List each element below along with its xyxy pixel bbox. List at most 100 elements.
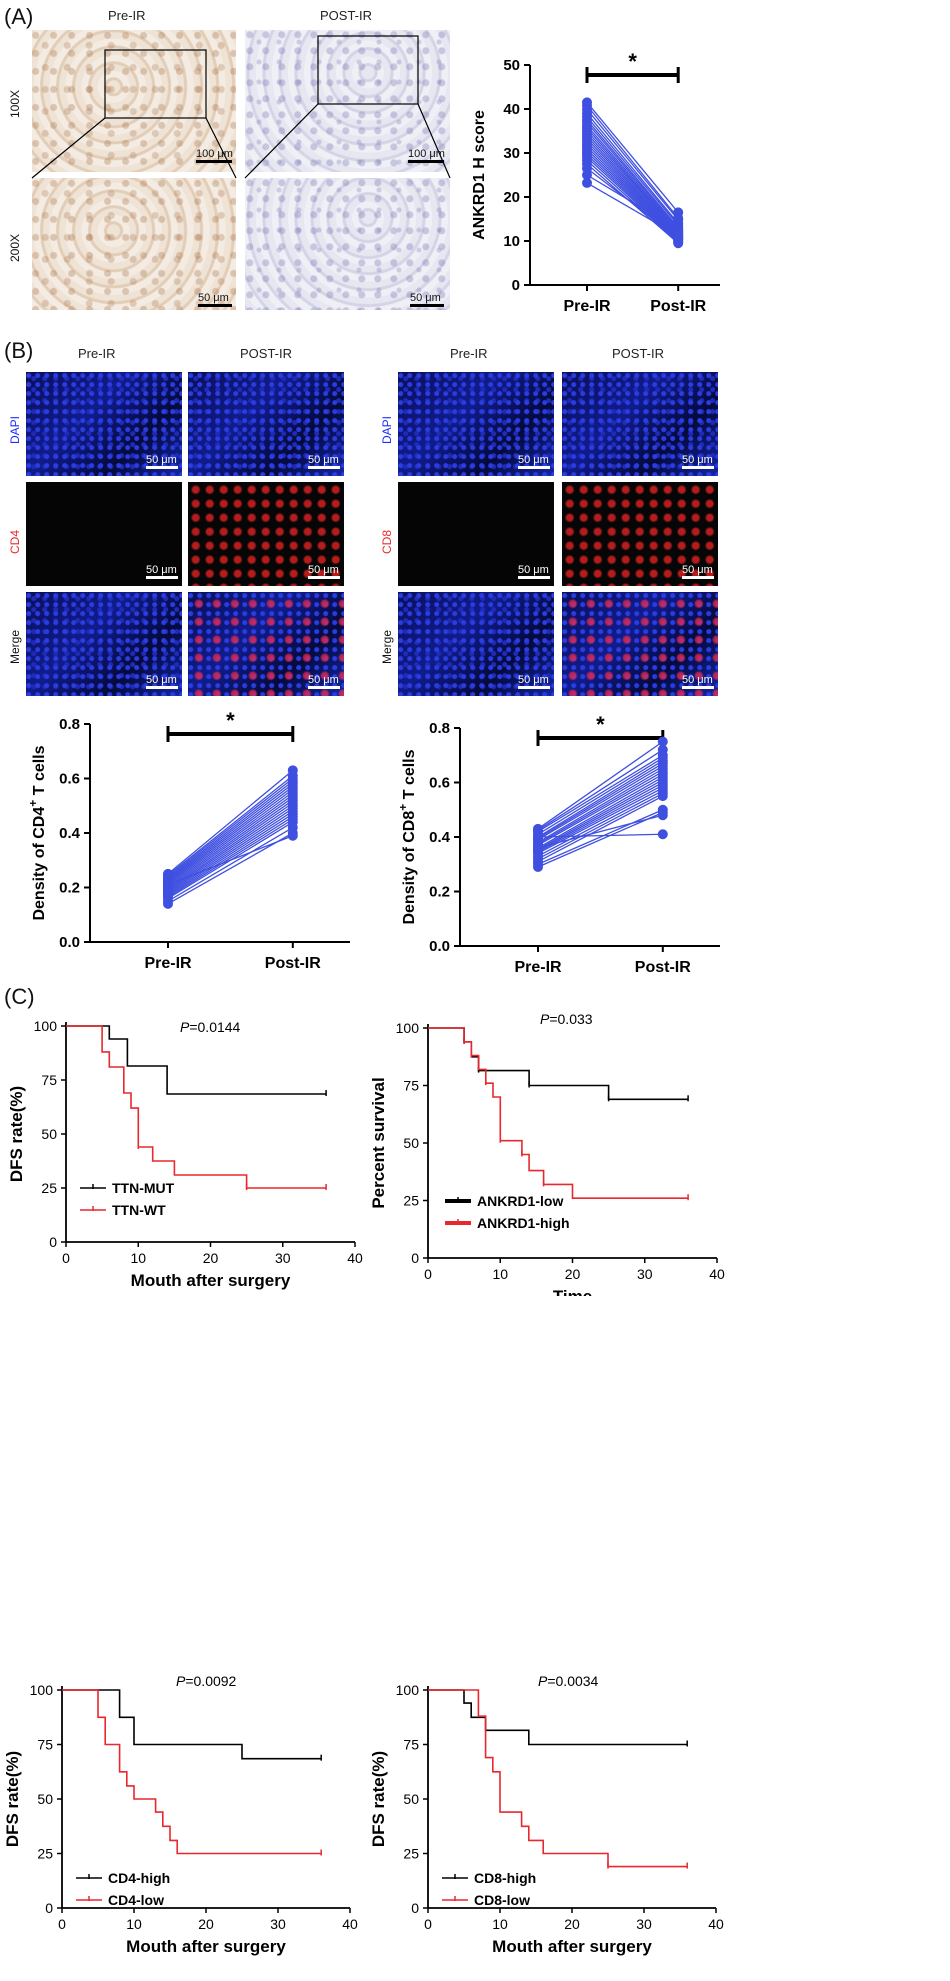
pre-point bbox=[533, 832, 543, 842]
pair-line bbox=[537, 784, 664, 853]
fl-cd4-post-cd4 bbox=[188, 482, 344, 586]
y-tick-label: 40 bbox=[503, 101, 520, 118]
legend-label: CD4-high bbox=[108, 1870, 170, 1886]
fl-scale: 50 μm bbox=[308, 454, 340, 469]
y-axis-label: ANKRD1 H score bbox=[471, 110, 488, 240]
km-curve-ttn-wt bbox=[66, 1025, 327, 1189]
cd8-density-chart: 0.0 0.2 0.4 0.6 0.8 Pre-IR Post-IR * Density of … bbox=[400, 712, 720, 976]
y-axis-label: Density of CD8+ T cells bbox=[400, 749, 418, 924]
x-tick-label: 40 bbox=[342, 1916, 358, 1932]
pair-line bbox=[167, 826, 294, 902]
pair-line bbox=[167, 783, 294, 880]
fl-cd8-pre-merge bbox=[398, 592, 554, 696]
pair-line bbox=[167, 777, 294, 878]
x-tick-label: 10 bbox=[492, 1266, 508, 1282]
fl-cd4-pre-merge bbox=[26, 592, 182, 696]
pair-line bbox=[586, 105, 679, 219]
pair-line bbox=[537, 811, 664, 868]
y-tick-label: 50 bbox=[403, 1135, 419, 1151]
pair-line bbox=[586, 151, 679, 241]
km-curve-ankrd1-high bbox=[428, 1027, 689, 1199]
fl-cd8-post-merge bbox=[562, 592, 718, 696]
sig-star: * bbox=[596, 712, 605, 737]
scale-50-pre: 50 μm bbox=[198, 292, 232, 307]
pair-line bbox=[537, 814, 663, 849]
pair-line bbox=[586, 174, 679, 231]
y-tick-label: 0.2 bbox=[59, 880, 80, 897]
x-tick-label: 40 bbox=[708, 1916, 724, 1932]
pair-line bbox=[537, 765, 664, 841]
legend-label: CD8-high bbox=[474, 1870, 536, 1886]
pair-line bbox=[167, 810, 294, 894]
p-value: P=0.033 bbox=[540, 1011, 593, 1027]
fl-cd4-pre-cd4 bbox=[26, 482, 182, 586]
pair-line bbox=[586, 138, 679, 236]
ihc-post-200x bbox=[245, 178, 450, 310]
pair-line bbox=[537, 771, 664, 845]
pair-line bbox=[167, 835, 294, 886]
x-tick-label: 30 bbox=[270, 1916, 286, 1932]
pair-line bbox=[167, 797, 294, 887]
y-tick-label: 25 bbox=[403, 1193, 419, 1209]
x-tick-label: 20 bbox=[564, 1916, 580, 1932]
pair-line bbox=[167, 818, 294, 898]
b-row-dapi-left: DAPI bbox=[8, 415, 22, 444]
x-tick-label: 40 bbox=[709, 1266, 725, 1282]
x-axis-label: Mouth after surgery bbox=[126, 1937, 286, 1956]
a-col-post: POST-IR bbox=[320, 8, 373, 23]
legend-label: CD4-low bbox=[108, 1892, 164, 1908]
y-axis-label: Percent survival bbox=[370, 1077, 388, 1208]
y-tick-label: 30 bbox=[503, 145, 520, 162]
pair-line bbox=[167, 802, 294, 890]
b-row-dapi-right: DAPI bbox=[380, 415, 394, 444]
km-curve-cd8-low bbox=[428, 1689, 688, 1868]
zoom-box-overlay bbox=[31, 35, 451, 179]
fl-cd8-pre-cd8 bbox=[398, 482, 554, 586]
cd4-km-chart: 0 25 50 75 100 0 10 20 30 40 Mouth after surgery DF… bbox=[3, 1673, 358, 1956]
y-tick-label: 0.8 bbox=[429, 720, 450, 737]
pre-point bbox=[533, 861, 543, 872]
pair-line bbox=[537, 749, 664, 831]
pair-line bbox=[167, 832, 294, 905]
pair-line bbox=[586, 109, 679, 221]
y-tick-label: 25 bbox=[41, 1180, 57, 1196]
ihc-post-100x bbox=[245, 30, 450, 172]
legend-label: CD8-low bbox=[474, 1892, 530, 1908]
pair-line bbox=[537, 779, 664, 850]
pair-line bbox=[167, 786, 294, 882]
pre-point bbox=[163, 898, 173, 909]
a-col-pre: Pre-IR bbox=[108, 8, 146, 23]
legend-label: TTN-WT bbox=[112, 1202, 166, 1218]
pair-line bbox=[537, 809, 664, 865]
pair-line bbox=[586, 119, 679, 228]
y-tick-label: 0 bbox=[411, 1900, 419, 1916]
x-tick-label: 0 bbox=[424, 1266, 432, 1282]
x-tick-label: 0 bbox=[424, 1916, 432, 1932]
post-point bbox=[657, 829, 668, 840]
b-row-cd4: CD4 bbox=[8, 529, 22, 554]
b-left-col-pre: Pre-IR bbox=[78, 346, 116, 361]
fl-cd4-post-dapi bbox=[188, 372, 344, 476]
km-curve-cd4-low bbox=[62, 1689, 322, 1855]
fl-scale: 50 μm bbox=[518, 564, 550, 579]
ankrd1-km-chart: 0 25 50 75 100 0 10 20 30 40 Time Percent survival P… bbox=[370, 1011, 725, 1296]
scale-100-pre: 100 μm bbox=[196, 148, 233, 163]
b-row-cd8: CD8 bbox=[380, 529, 394, 554]
x-tick-label: Post-IR bbox=[265, 955, 321, 972]
pair-line bbox=[537, 795, 664, 863]
y-tick-label: 20 bbox=[503, 189, 520, 206]
x-tick-label: 40 bbox=[347, 1250, 363, 1266]
post-point bbox=[657, 810, 668, 821]
pair-line bbox=[167, 788, 294, 883]
post-point bbox=[657, 791, 668, 802]
x-tick-label: Post-IR bbox=[635, 959, 691, 976]
pair-line bbox=[537, 757, 664, 835]
y-tick-label: 75 bbox=[41, 1072, 57, 1088]
pair-line bbox=[586, 112, 679, 224]
b-row-merge-right: Merge bbox=[380, 629, 394, 664]
pair-line bbox=[537, 792, 664, 860]
pair-line bbox=[586, 135, 679, 235]
y-tick-label: 75 bbox=[37, 1737, 53, 1753]
y-tick-label: 0 bbox=[45, 1900, 53, 1916]
pair-line bbox=[537, 760, 664, 838]
